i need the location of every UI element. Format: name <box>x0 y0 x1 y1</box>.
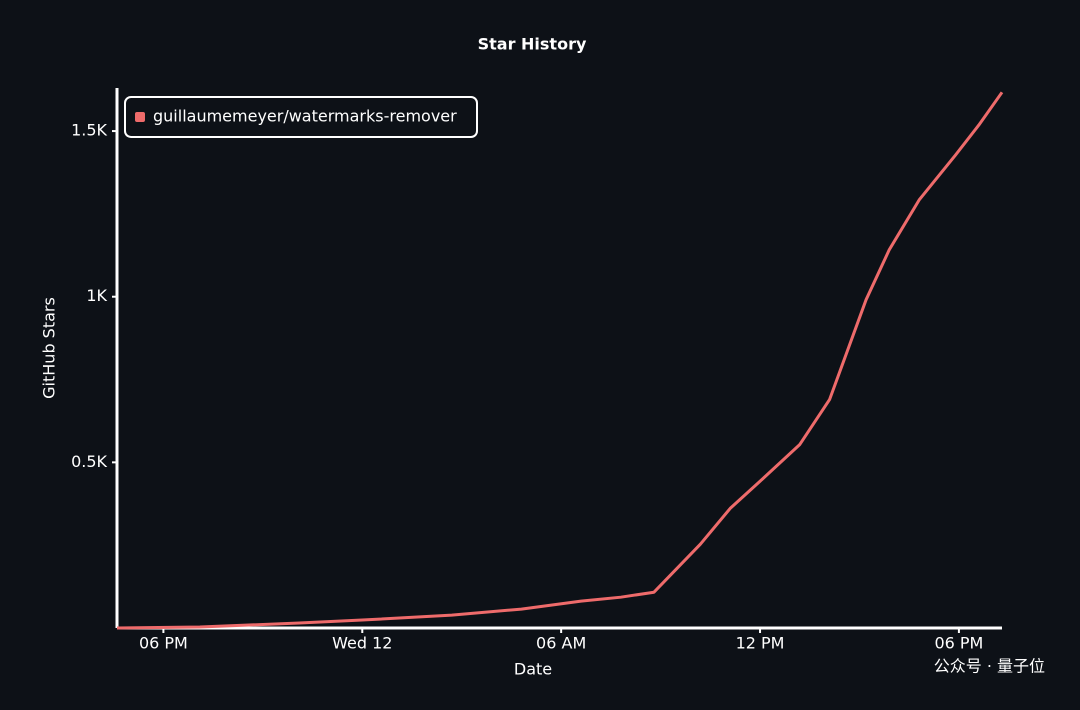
chart-title: Star History <box>478 35 587 54</box>
legend-swatch <box>135 112 145 122</box>
x-tick-label: 06 PM <box>934 634 983 653</box>
x-tick-label: Wed 12 <box>332 634 392 653</box>
y-tick-label: 1K <box>86 286 107 305</box>
legend-label: guillaumemeyer/watermarks-remover <box>153 107 457 126</box>
y-axis-label: GitHub Stars <box>40 297 59 399</box>
watermark: 公众号 · 量子位 <box>934 657 1045 676</box>
x-tick-label: 06 PM <box>139 634 188 653</box>
x-axis-label: Date <box>514 660 552 679</box>
x-tick-label: 12 PM <box>736 634 785 653</box>
y-tick-label: 0.5K <box>71 452 107 471</box>
x-tick-label: 06 AM <box>536 634 586 653</box>
series-line <box>116 91 1004 630</box>
y-tick-label: 1.5K <box>71 121 107 140</box>
legend-box <box>124 96 478 138</box>
